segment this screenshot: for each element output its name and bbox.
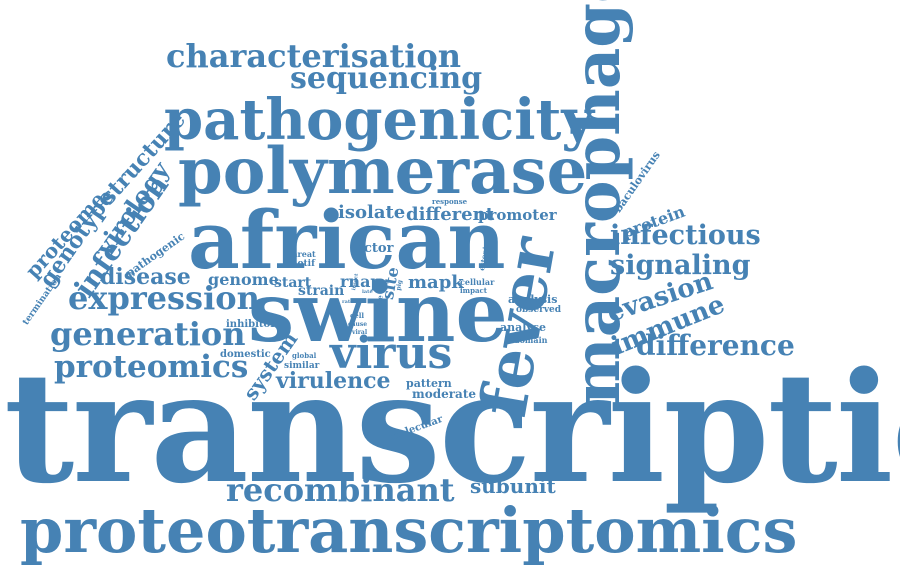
word-african: african bbox=[188, 193, 506, 287]
word-analysis: analysis bbox=[508, 293, 558, 306]
word-rnap: rnap bbox=[340, 272, 382, 291]
word-genome: genome bbox=[208, 270, 279, 289]
word-cell: cell bbox=[350, 311, 365, 320]
word-rate: rate bbox=[342, 299, 354, 305]
word-generation: generation bbox=[50, 315, 246, 353]
word-domain: domain bbox=[514, 335, 548, 345]
word-threat: threat bbox=[288, 249, 316, 259]
word-analyse: analyse bbox=[500, 321, 547, 334]
word-different: different bbox=[406, 204, 494, 225]
word-domestic: domestic bbox=[220, 349, 271, 360]
word-proteomics: proteomics bbox=[54, 349, 249, 385]
word-virulence: virulence bbox=[276, 368, 391, 394]
word-subunit: subunit bbox=[470, 474, 556, 498]
word-similar: similar bbox=[284, 361, 320, 371]
word-signaling: signaling bbox=[610, 250, 751, 281]
word-viral: viral bbox=[352, 329, 368, 336]
word-start: start bbox=[274, 275, 312, 291]
word-proteotranscriptomics: proteotranscriptomics bbox=[20, 494, 798, 567]
word-impact: impact bbox=[460, 286, 487, 295]
word-sequencing: sequencing bbox=[290, 61, 483, 96]
word-expression: expression bbox=[68, 279, 260, 317]
word-characterisation: characterisation bbox=[166, 37, 462, 75]
word-polymerase: polymerase bbox=[178, 134, 588, 209]
word-pathogenicity: pathogenicity bbox=[164, 87, 594, 153]
word-cause: cause bbox=[348, 321, 368, 328]
word-late: late bbox=[362, 289, 373, 295]
word-strain: strain bbox=[298, 283, 345, 299]
word-isolate: isolate bbox=[338, 202, 406, 223]
word-virus: virus bbox=[330, 328, 453, 379]
word-swine: swine bbox=[248, 265, 508, 361]
word-mapk: mapk bbox=[408, 272, 464, 293]
word-promoter: promoter bbox=[478, 206, 557, 224]
word-response: response bbox=[432, 197, 468, 206]
word-difference: difference bbox=[636, 329, 795, 362]
word-inhibitor: inhibitor bbox=[226, 319, 276, 330]
word-transcription: transcription bbox=[4, 338, 900, 517]
word-observed: observed bbox=[516, 305, 562, 315]
word-cellular: cellular bbox=[460, 277, 495, 287]
word-motif: motif bbox=[288, 259, 315, 269]
word-moderate: moderate bbox=[412, 387, 477, 401]
word-infectious: infectious bbox=[610, 220, 761, 251]
word-global: global bbox=[292, 351, 317, 360]
word-factor: factor bbox=[350, 241, 394, 256]
word-recombinant: recombinant bbox=[226, 471, 455, 509]
word-disease: disease bbox=[100, 264, 191, 290]
word-pattern: pattern bbox=[406, 377, 452, 390]
